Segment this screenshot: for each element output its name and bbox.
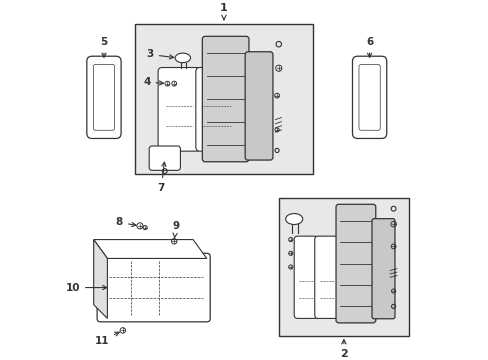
FancyBboxPatch shape: [352, 56, 386, 139]
FancyBboxPatch shape: [294, 236, 318, 318]
Text: 10: 10: [65, 283, 106, 293]
Ellipse shape: [285, 213, 302, 225]
FancyBboxPatch shape: [149, 146, 180, 170]
Text: 11: 11: [94, 332, 119, 346]
Ellipse shape: [175, 53, 190, 63]
FancyBboxPatch shape: [202, 36, 248, 162]
Bar: [135, 24, 312, 175]
Text: 5: 5: [100, 37, 107, 57]
Text: 7: 7: [157, 162, 165, 193]
Text: 9: 9: [172, 221, 179, 237]
FancyBboxPatch shape: [158, 68, 200, 151]
Polygon shape: [94, 240, 206, 258]
Text: 6: 6: [365, 37, 372, 57]
FancyBboxPatch shape: [87, 56, 121, 139]
Bar: [278, 198, 408, 336]
FancyBboxPatch shape: [371, 219, 394, 319]
Text: 3: 3: [146, 49, 173, 59]
FancyBboxPatch shape: [97, 253, 210, 322]
Text: 8: 8: [116, 217, 136, 228]
Text: 4: 4: [143, 77, 163, 87]
Text: 2: 2: [339, 339, 347, 359]
Polygon shape: [94, 240, 107, 318]
FancyBboxPatch shape: [195, 68, 238, 151]
FancyBboxPatch shape: [314, 236, 338, 318]
FancyBboxPatch shape: [244, 52, 272, 160]
Text: 1: 1: [220, 3, 227, 20]
FancyBboxPatch shape: [335, 204, 375, 323]
